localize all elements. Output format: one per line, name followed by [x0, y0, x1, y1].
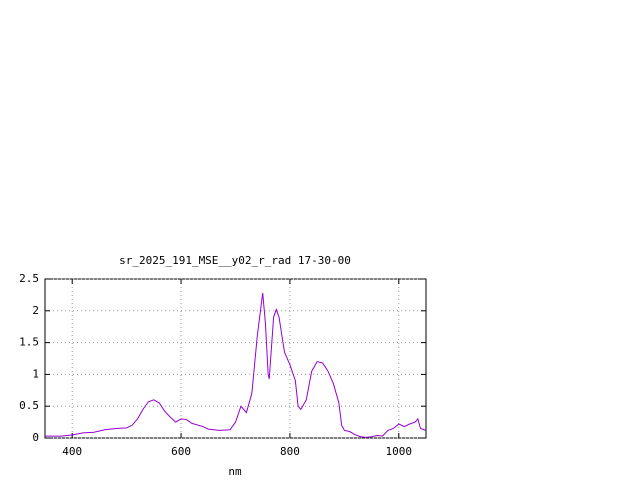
data-line — [45, 292, 427, 438]
x-axis-label: nm — [228, 465, 242, 478]
y-tick-label: 0 — [32, 431, 39, 444]
x-tick-label: 600 — [171, 445, 191, 458]
y-tick-label: 0.5 — [19, 399, 39, 412]
x-tick-label: 800 — [280, 445, 300, 458]
x-tick-label: 400 — [62, 445, 82, 458]
plot-frame — [44, 278, 427, 439]
x-tick-label: 1000 — [386, 445, 413, 458]
y-tick-label: 2.5 — [19, 272, 39, 285]
chart-title: sr_2025_191_MSE__y02_r_rad 17-30-00 — [119, 254, 351, 267]
y-tick-label: 1.5 — [19, 336, 39, 349]
y-tick-label: 1 — [32, 367, 39, 380]
y-tick-label: 2 — [32, 304, 39, 317]
